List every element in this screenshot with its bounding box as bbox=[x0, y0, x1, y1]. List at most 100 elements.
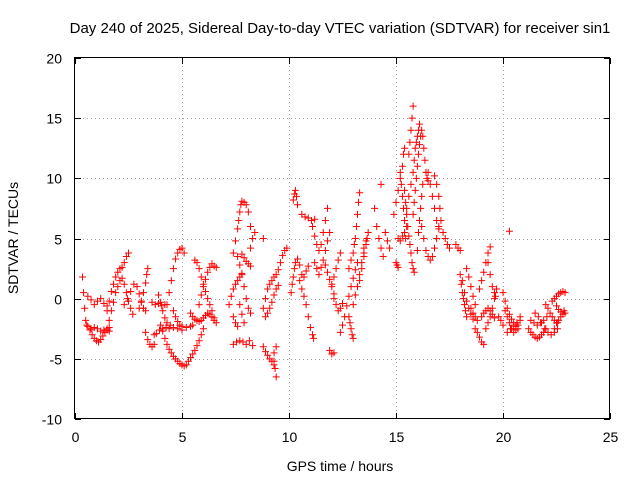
data-point bbox=[272, 271, 280, 279]
data-point bbox=[291, 186, 299, 194]
data-point bbox=[503, 313, 511, 321]
data-point bbox=[82, 316, 90, 324]
data-point bbox=[135, 290, 143, 298]
x-tick-label: 0 bbox=[72, 429, 80, 445]
data-point bbox=[345, 265, 353, 273]
data-point bbox=[418, 222, 426, 230]
data-point bbox=[137, 298, 145, 306]
data-point bbox=[409, 265, 417, 273]
data-point bbox=[317, 241, 325, 249]
data-point bbox=[465, 273, 473, 281]
data-point bbox=[420, 235, 428, 242]
data-point bbox=[386, 244, 394, 252]
data-point bbox=[174, 325, 182, 333]
data-point bbox=[112, 273, 120, 281]
data-point bbox=[326, 275, 334, 283]
data-point bbox=[424, 168, 432, 176]
data-point bbox=[321, 216, 329, 224]
data-point bbox=[424, 177, 432, 185]
data-point bbox=[501, 307, 509, 315]
data-point bbox=[249, 235, 257, 242]
data-point bbox=[125, 249, 132, 257]
data-point bbox=[233, 338, 241, 346]
y-tick-label: 0 bbox=[54, 292, 62, 308]
data-point bbox=[351, 235, 359, 242]
data-point bbox=[86, 326, 94, 334]
data-point bbox=[410, 198, 418, 206]
data-point bbox=[294, 201, 302, 209]
data-point bbox=[238, 310, 246, 318]
data-point bbox=[236, 208, 244, 216]
y-tick-label: 15 bbox=[46, 111, 62, 127]
data-point bbox=[435, 192, 443, 200]
data-point bbox=[99, 332, 107, 340]
data-point bbox=[392, 198, 400, 206]
data-point bbox=[133, 283, 141, 291]
data-point bbox=[266, 304, 274, 312]
x-axis-label: GPS time / hours bbox=[287, 458, 394, 474]
data-point bbox=[356, 271, 364, 279]
data-point bbox=[157, 298, 165, 306]
data-point bbox=[358, 259, 366, 267]
data-point bbox=[300, 292, 308, 300]
data-point bbox=[467, 283, 475, 291]
data-point bbox=[401, 228, 409, 236]
data-point bbox=[158, 302, 166, 310]
data-point bbox=[294, 255, 302, 263]
data-point bbox=[178, 244, 186, 252]
data-point bbox=[394, 186, 402, 194]
data-point bbox=[381, 228, 389, 236]
data-point bbox=[290, 265, 298, 273]
data-point bbox=[418, 192, 426, 200]
data-point bbox=[355, 198, 363, 206]
data-point bbox=[159, 327, 167, 335]
data-point bbox=[180, 249, 188, 257]
data-point bbox=[234, 277, 242, 285]
data-point bbox=[326, 228, 334, 236]
data-point bbox=[202, 275, 210, 283]
data-point bbox=[471, 301, 479, 309]
data-point bbox=[144, 265, 152, 273]
data-point bbox=[439, 228, 447, 236]
data-point bbox=[204, 295, 212, 303]
data-point bbox=[349, 249, 357, 257]
data-point bbox=[142, 328, 150, 336]
data-point bbox=[311, 259, 319, 267]
data-point bbox=[443, 241, 451, 249]
data-point bbox=[471, 313, 479, 321]
data-point bbox=[412, 174, 420, 182]
data-point bbox=[411, 144, 419, 152]
data-point bbox=[167, 277, 175, 285]
data-point bbox=[206, 263, 214, 271]
data-point bbox=[416, 216, 424, 224]
data-point bbox=[508, 315, 516, 323]
data-point bbox=[346, 319, 354, 327]
data-point bbox=[463, 297, 471, 305]
data-point bbox=[486, 313, 494, 321]
data-point bbox=[296, 261, 304, 269]
data-point bbox=[189, 350, 197, 358]
data-point bbox=[90, 324, 98, 332]
data-point bbox=[107, 307, 115, 315]
data-point bbox=[236, 261, 244, 269]
data-point bbox=[506, 325, 514, 333]
data-point bbox=[169, 265, 177, 273]
data-point bbox=[383, 237, 391, 245]
data-point bbox=[114, 268, 122, 276]
data-point bbox=[236, 337, 244, 345]
data-point bbox=[398, 192, 406, 200]
data-point bbox=[405, 150, 413, 158]
data-point bbox=[493, 285, 501, 293]
data-point bbox=[311, 215, 319, 223]
data-point bbox=[259, 235, 267, 242]
data-point bbox=[189, 321, 197, 329]
data-point bbox=[488, 304, 496, 312]
data-point bbox=[332, 265, 340, 273]
data-point bbox=[195, 265, 203, 273]
data-point bbox=[422, 247, 430, 255]
data-point bbox=[405, 192, 413, 200]
data-point bbox=[362, 237, 370, 245]
data-point bbox=[492, 292, 500, 300]
data-point bbox=[347, 256, 355, 264]
data-point bbox=[272, 373, 280, 381]
